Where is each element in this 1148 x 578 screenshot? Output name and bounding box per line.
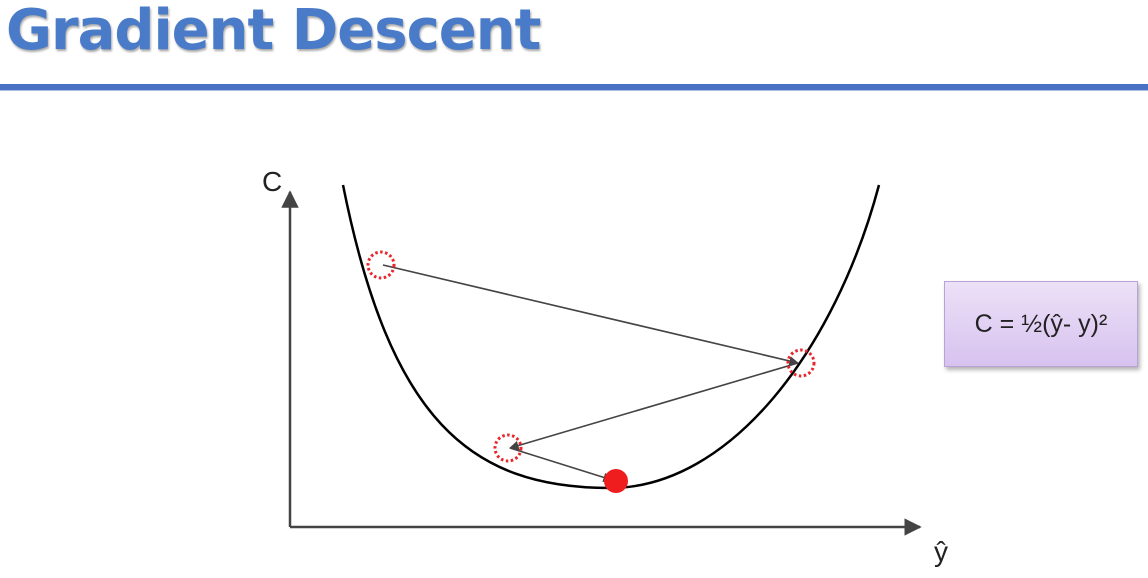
cost-formula: C = ½(ŷ- y)²	[974, 309, 1108, 338]
y-axis-label: C	[262, 166, 283, 197]
minimum-point	[604, 469, 628, 493]
step-arrow-1	[382, 264, 799, 366]
cost-curve	[341, 184, 881, 490]
title-divider	[0, 84, 1148, 91]
step-marker-2	[786, 348, 816, 378]
step-arrow-3	[509, 447, 613, 482]
step-arrow-2	[509, 362, 799, 451]
step-marker-3	[493, 433, 523, 463]
slide-title: Gradient Descent	[6, 0, 541, 63]
step-marker-1	[366, 250, 396, 280]
cost-formula-box: C = ½(ŷ- y)²	[944, 281, 1138, 367]
x-axis-label: ŷ	[934, 536, 948, 567]
